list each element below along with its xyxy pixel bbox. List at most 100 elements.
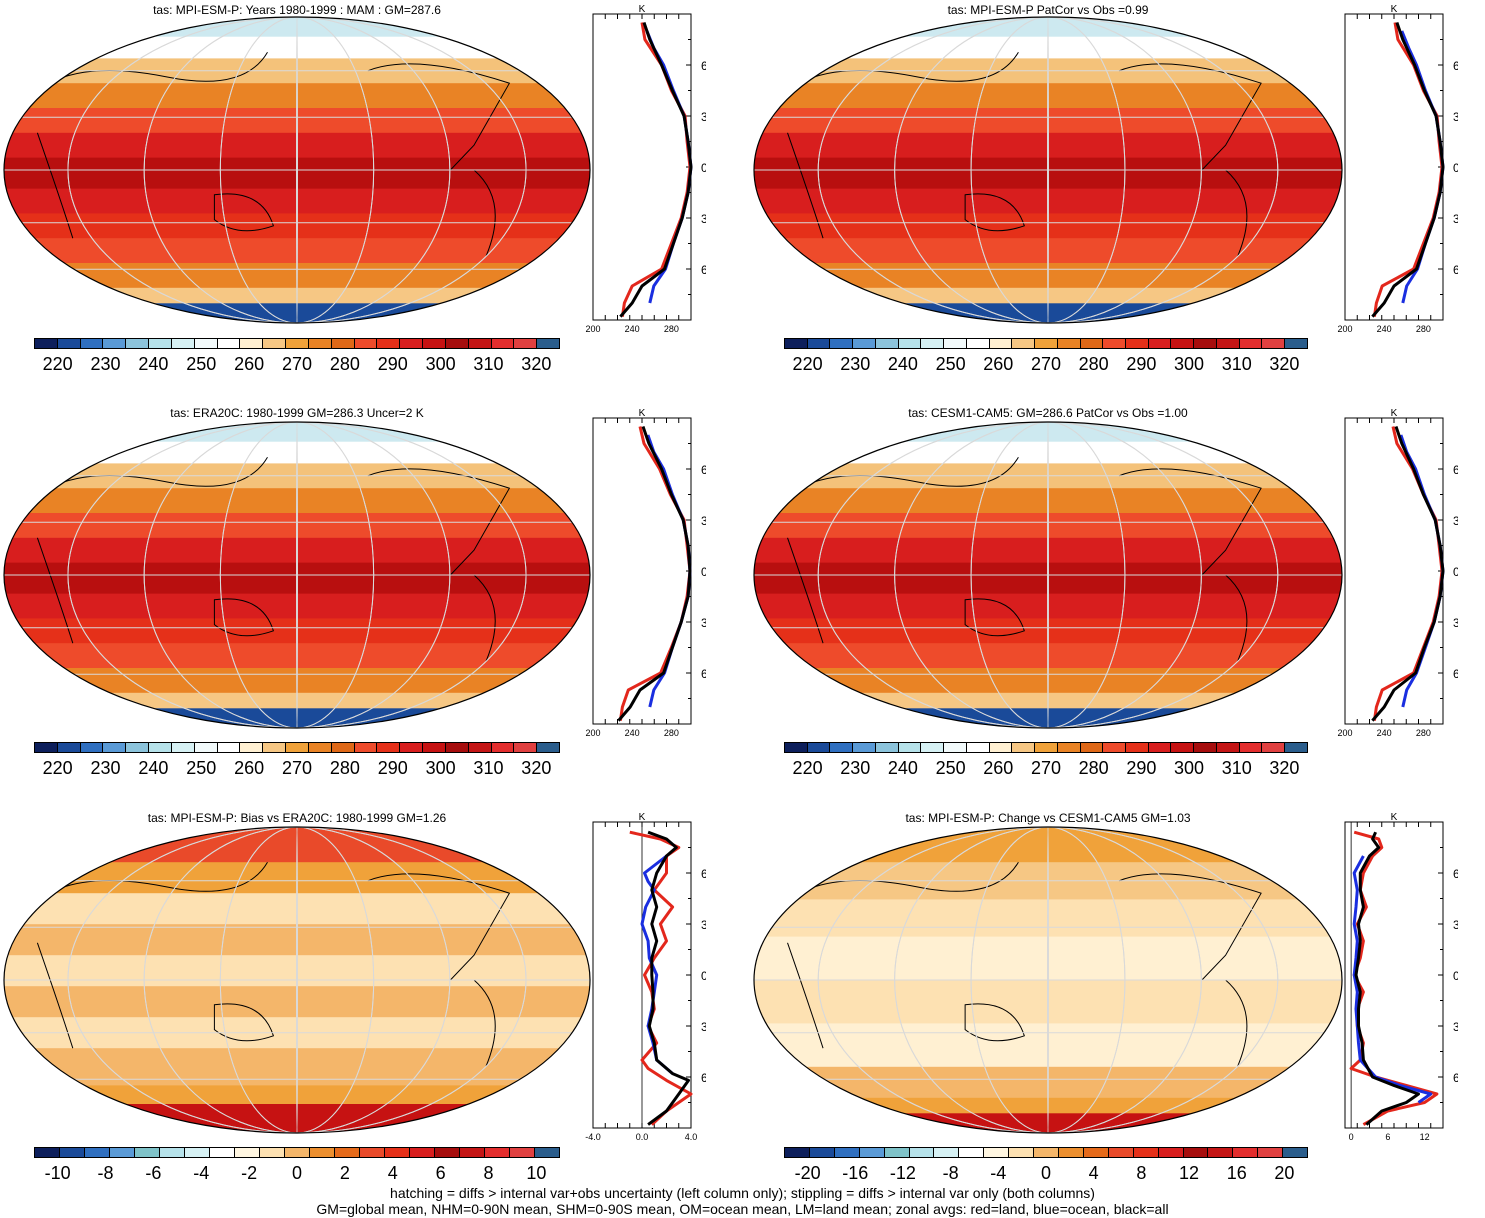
colorbar-swatch bbox=[830, 339, 854, 348]
colorbar-tick-label: 220 bbox=[42, 758, 73, 778]
colorbar-tick-label: 220 bbox=[792, 354, 823, 374]
x-tick-label: 200 bbox=[1337, 728, 1352, 738]
axis-units-label: K bbox=[1391, 812, 1398, 823]
colorbar-swatch bbox=[235, 1148, 260, 1157]
colorbar-swatch bbox=[1080, 743, 1104, 752]
colorbar-swatch bbox=[485, 1148, 510, 1157]
colorbar-tick-label: 240 bbox=[138, 758, 169, 778]
colorbar-swatch bbox=[884, 1148, 910, 1157]
colorbar-tick-label: 290 bbox=[377, 758, 408, 778]
colorbar-swatch bbox=[1058, 1148, 1084, 1157]
colorbar-swatch bbox=[1035, 339, 1058, 348]
colorbar-swatch bbox=[1083, 1148, 1109, 1157]
lat-tick-label: 60N bbox=[701, 59, 706, 73]
colorbar-swatch bbox=[514, 743, 538, 752]
colorbar-swatch bbox=[989, 743, 1013, 752]
colorbar-swatch bbox=[80, 743, 104, 752]
colorbar-tick-label: -2 bbox=[241, 1163, 258, 1183]
colorbar-swatch bbox=[807, 339, 831, 348]
colorbar-swatch bbox=[491, 743, 515, 752]
x-tick-label: 280 bbox=[664, 728, 679, 738]
lat-tick-label: 60S bbox=[1453, 1071, 1458, 1085]
lat-tick-label: 60N bbox=[701, 463, 706, 477]
x-tick-label: 200 bbox=[1337, 324, 1352, 334]
colorbar-tick-label: 240 bbox=[887, 758, 918, 778]
series-line-land bbox=[1349, 830, 1439, 1126]
colorbar-tick-label: 8 bbox=[483, 1163, 494, 1183]
lat-tick-label: 30N bbox=[1453, 110, 1458, 124]
colorbar-swatch bbox=[263, 339, 287, 348]
colorbar-swatch bbox=[785, 743, 808, 752]
colorbar-tick-label: 320 bbox=[1269, 758, 1300, 778]
x-tick-label: 280 bbox=[664, 324, 679, 334]
x-tick-label: 280 bbox=[1416, 324, 1431, 334]
colorbar bbox=[784, 1147, 1308, 1158]
footer-note-legend: GM=global mean, NHM=0-90N mean, SHM=0-90… bbox=[316, 1201, 1169, 1217]
colorbar-tick-label: 12 bbox=[1179, 1163, 1200, 1183]
colorbar-tick-label: 6 bbox=[435, 1163, 446, 1183]
colorbar-swatch bbox=[57, 743, 81, 752]
colorbar-tick-label: 230 bbox=[840, 758, 871, 778]
map-change bbox=[753, 826, 1343, 1134]
colorbar-tick-label: 0 bbox=[1040, 1163, 1052, 1183]
colorbar-swatch bbox=[149, 339, 172, 348]
x-tick-label: 240 bbox=[625, 728, 640, 738]
colorbar-swatch bbox=[1080, 339, 1104, 348]
colorbar-tick-label: -4 bbox=[193, 1163, 210, 1183]
colorbar-swatch bbox=[1262, 743, 1286, 752]
x-tick-label: 0 bbox=[1349, 1132, 1354, 1142]
zonal-profile: K 60N 30N 0 30S 60S 200 240 280 bbox=[585, 4, 706, 334]
colorbar bbox=[34, 338, 560, 349]
colorbar-swatch bbox=[171, 339, 195, 348]
colorbar-tick-label: 260 bbox=[234, 758, 265, 778]
colorbar-tick-label: 270 bbox=[1030, 354, 1062, 374]
x-tick-label: 240 bbox=[625, 324, 640, 334]
colorbar-tick-label: 250 bbox=[186, 758, 217, 778]
colorbar-tick-label: -8 bbox=[942, 1163, 959, 1183]
colorbar-swatch bbox=[989, 339, 1013, 348]
lat-tick-label: 60S bbox=[701, 1071, 706, 1085]
colorbar-tick-label: 320 bbox=[521, 354, 552, 374]
lat-tick-label: 30S bbox=[701, 212, 706, 226]
colorbar-tick-label: -20 bbox=[794, 1163, 821, 1183]
colorbar-swatch bbox=[1194, 743, 1217, 752]
colorbar-tick-label: 260 bbox=[983, 354, 1014, 374]
series-line-all bbox=[617, 426, 692, 722]
colorbar-swatch bbox=[1216, 743, 1240, 752]
colorbar-swatch bbox=[194, 339, 218, 348]
colorbar-tick-label: 310 bbox=[1221, 354, 1252, 374]
colorbar-swatch bbox=[126, 339, 150, 348]
x-tick-label: 0.0 bbox=[636, 1132, 649, 1142]
axis-units-label: K bbox=[1391, 408, 1398, 419]
colorbar-swatch bbox=[240, 743, 264, 752]
colorbar-swatch bbox=[286, 339, 309, 348]
zonal-profile: K 60N 30N 0 30S 60S 200 240 280 bbox=[1337, 408, 1458, 738]
colorbar-swatch bbox=[160, 1148, 185, 1157]
lat-tick-label: 30N bbox=[1453, 918, 1458, 932]
colorbar-tick-label: 240 bbox=[887, 354, 918, 374]
lat-tick-label: 60S bbox=[701, 263, 706, 277]
map-abs bbox=[753, 16, 1343, 324]
colorbar-swatch bbox=[944, 339, 967, 348]
colorbar-tick-label: 260 bbox=[234, 354, 265, 374]
panel-title: tas: MPI-ESM-P PatCor vs Obs =0.99 bbox=[947, 3, 1149, 17]
series-line-land bbox=[629, 830, 693, 1126]
colorbar-labels: -20 -16 -12 -8 -4 0 4 8 12 16 20 bbox=[784, 1163, 1308, 1185]
colorbar-swatch bbox=[126, 743, 150, 752]
colorbar-tick-label: 280 bbox=[1078, 354, 1109, 374]
lat-tick-label: 30N bbox=[1453, 514, 1458, 528]
colorbar-tick-label: 300 bbox=[425, 354, 456, 374]
lat-tick-label: 0 bbox=[701, 565, 706, 579]
colorbar-swatch bbox=[360, 1148, 385, 1157]
colorbar-swatch bbox=[807, 743, 831, 752]
colorbar-swatch bbox=[410, 1148, 435, 1157]
colorbar-tick-label: 240 bbox=[138, 354, 169, 374]
colorbar-swatch bbox=[898, 743, 922, 752]
colorbar-tick-label: 280 bbox=[1078, 758, 1109, 778]
axis-units-label: K bbox=[639, 408, 646, 419]
panel-title: tas: ERA20C: 1980-1999 GM=286.3 Uncer=2 … bbox=[170, 406, 424, 420]
colorbar-swatch bbox=[921, 339, 945, 348]
lat-tick-label: 60S bbox=[1453, 263, 1458, 277]
colorbar-tick-label: 20 bbox=[1274, 1163, 1295, 1183]
colorbar-swatch bbox=[1126, 339, 1149, 348]
